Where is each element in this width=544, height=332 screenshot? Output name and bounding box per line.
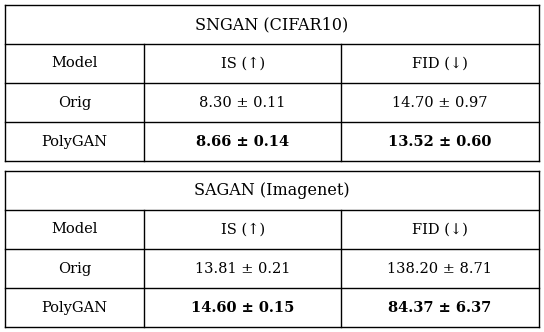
Text: 13.52 ± 0.60: 13.52 ± 0.60 bbox=[388, 134, 492, 148]
Text: 8.66 ± 0.14: 8.66 ± 0.14 bbox=[196, 134, 289, 148]
Text: 84.37 ± 6.37: 84.37 ± 6.37 bbox=[388, 300, 492, 314]
Text: IS (↑): IS (↑) bbox=[221, 56, 265, 70]
Text: FID (↓): FID (↓) bbox=[412, 222, 468, 236]
Text: Orig: Orig bbox=[58, 96, 91, 110]
Text: Model: Model bbox=[52, 222, 98, 236]
Text: 8.30 ± 0.11: 8.30 ± 0.11 bbox=[200, 96, 286, 110]
Text: 14.60 ± 0.15: 14.60 ± 0.15 bbox=[191, 300, 294, 314]
Text: IS (↑): IS (↑) bbox=[221, 222, 265, 236]
Text: Orig: Orig bbox=[58, 262, 91, 276]
Text: FID (↓): FID (↓) bbox=[412, 56, 468, 70]
Text: 14.70 ± 0.97: 14.70 ± 0.97 bbox=[392, 96, 487, 110]
Text: PolyGAN: PolyGAN bbox=[42, 134, 108, 148]
Text: PolyGAN: PolyGAN bbox=[42, 300, 108, 314]
Text: SNGAN (CIFAR10): SNGAN (CIFAR10) bbox=[195, 16, 349, 33]
Text: 138.20 ± 8.71: 138.20 ± 8.71 bbox=[387, 262, 492, 276]
Text: Model: Model bbox=[52, 56, 98, 70]
Text: 13.81 ± 0.21: 13.81 ± 0.21 bbox=[195, 262, 290, 276]
Text: SAGAN (Imagenet): SAGAN (Imagenet) bbox=[194, 182, 350, 199]
